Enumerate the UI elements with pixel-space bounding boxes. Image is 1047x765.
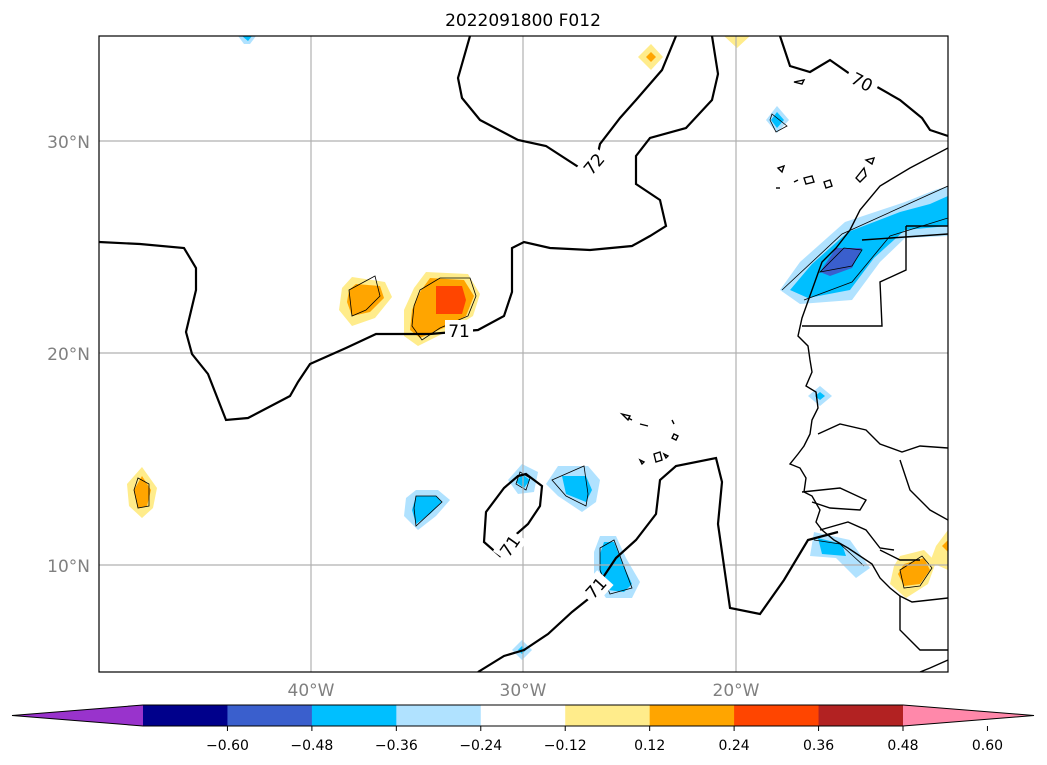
negative-anomaly-patch [818, 538, 846, 556]
positive-anomaly-patch [646, 52, 656, 62]
coastlines [619, 79, 948, 672]
negative-anomaly-patch [412, 496, 442, 524]
colorbar-tick-label: −0.12 [544, 738, 587, 754]
positive-anomaly-patch [724, 36, 750, 48]
colorbar-tick-label: −0.60 [206, 738, 249, 754]
negative-anomaly-patch [820, 248, 862, 276]
negative-anomaly-patch [600, 542, 632, 592]
colorbar-tick-label: 0.24 [719, 738, 750, 754]
colorbar-tick-label: −0.48 [290, 738, 333, 754]
colorbar-segment [396, 705, 482, 726]
positive-anomaly-patch [930, 530, 948, 570]
lon-label-30w: 30°W [500, 681, 547, 701]
map-title: 2022091800 F012 [445, 11, 601, 31]
map-area: 70 72 71 71 71 [99, 36, 948, 672]
negative-anomaly-patch [562, 476, 592, 502]
positive-anomaly-patch [942, 540, 948, 552]
colorbar-segment [143, 705, 228, 726]
longitude-labels: 40°W 30°W 20°W [288, 681, 760, 701]
colorbar-segment [734, 705, 820, 726]
negative-anomaly-patch [242, 36, 252, 41]
colorbar-segment [565, 705, 651, 726]
positive-anomaly-patch [134, 476, 151, 508]
colorbar-tick-label: 0.60 [972, 738, 1003, 754]
latitude-labels: 30°N 20°N 10°N [47, 133, 90, 577]
positive-anomaly-patch [347, 284, 384, 316]
colorbar: −0.60 −0.48 −0.36 −0.24 −0.12 0.12 0.24 0.36 0.4… [11, 704, 1035, 754]
colorbar-extend-high [903, 705, 1034, 726]
colorbar-tick-label: 0.48 [887, 738, 918, 754]
positive-anomaly-patch [436, 286, 466, 314]
lon-label-20w: 20°W [713, 681, 760, 701]
colorbar-tick-label: −0.24 [459, 738, 502, 754]
colorbar-segment [818, 705, 904, 726]
colorbar-tick-label: −0.36 [375, 738, 418, 754]
colorbar-outline [11, 704, 1035, 727]
colorbar-tick-label: 0.12 [634, 738, 665, 754]
colorbar-segment [649, 705, 735, 726]
contour-label-71-upper: 71 [448, 322, 470, 342]
colorbar-tick-label: 0.36 [803, 738, 834, 754]
lat-label-30n: 30°N [47, 133, 90, 153]
colorbar-segment [227, 705, 313, 726]
colorbar-segment [311, 705, 397, 726]
lon-label-40w: 40°W [288, 681, 335, 701]
map-frame [98, 35, 949, 673]
lat-label-20n: 20°N [47, 345, 90, 365]
negative-anomaly-patch [815, 392, 825, 400]
lat-label-10n: 10°N [47, 557, 90, 577]
colorbar-extend-low [12, 705, 143, 726]
colorbar-segment [480, 705, 566, 726]
